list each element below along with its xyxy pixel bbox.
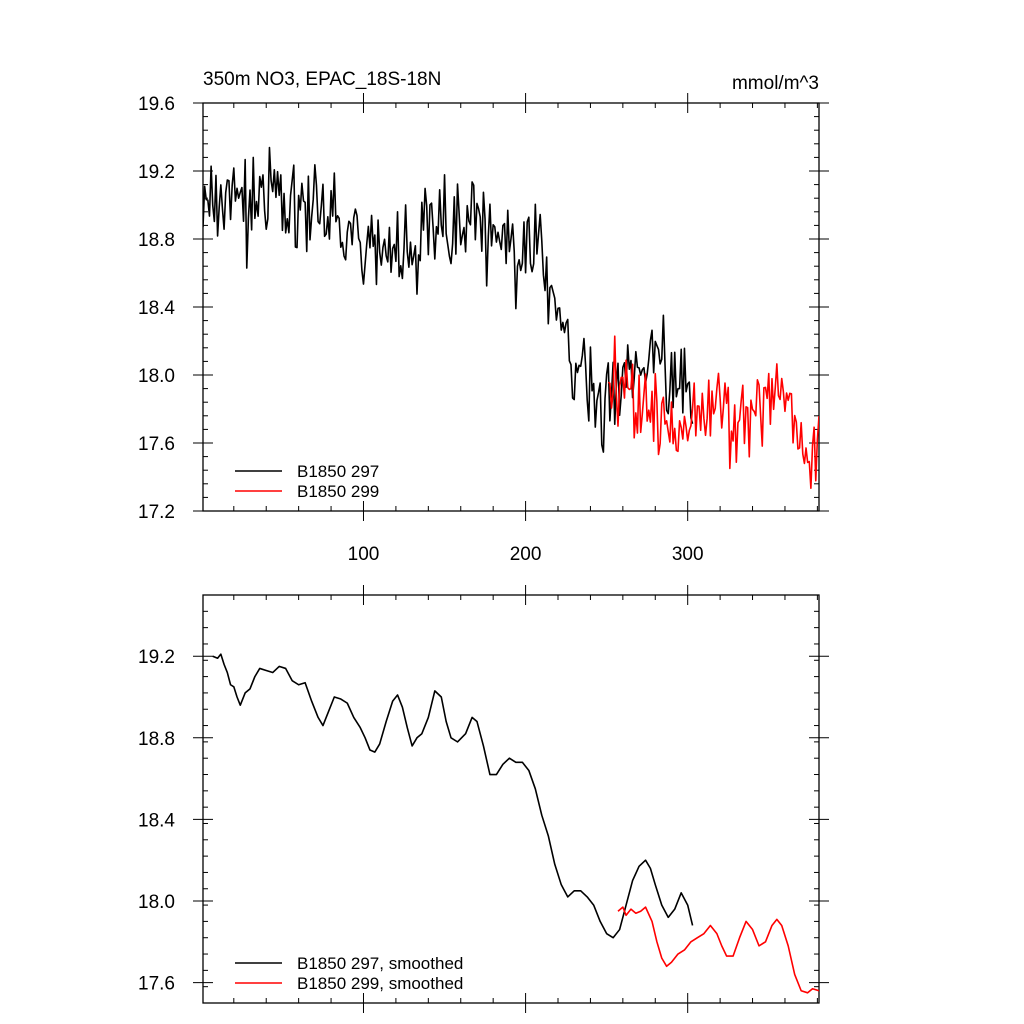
chart2-ytick-label: 18.8 [138,729,175,750]
chart2-plot-frame [202,594,820,1004]
chart1-ytick-label: 18.8 [138,230,175,251]
chart1-ytick-label: 17.2 [138,502,175,523]
chart1-ytick-label: 18.0 [138,366,175,387]
chart2-series-2-line [617,906,819,994]
chart2-legend-label-2: B1850 299, smoothed [297,974,463,993]
chart1-plot-frame [202,102,820,512]
chart2-ytick-label: 18.0 [138,892,175,913]
chart1-series-2-line [607,335,819,490]
chart1-xtick-label: 100 [348,544,380,565]
chart1-units-label: mmol/m^3 [732,73,819,94]
chart2-ytick-label: 18.4 [138,810,175,831]
chart2-series-1-line [212,653,694,939]
chart1-legend-label-2: B1850 299 [297,482,379,501]
chart1-ytick-label: 19.2 [138,162,175,183]
chart1-ytick-label: 18.4 [138,298,175,319]
chart2-ytick-label: 17.6 [138,974,175,995]
chart1-xtick-label: 200 [510,544,542,565]
chart1-legend-label-1: B1850 297 [297,462,379,481]
chart2-legend-label-1: B1850 297, smoothed [297,954,463,973]
chart1-xtick-label: 300 [672,544,704,565]
chart1-ytick-label: 17.6 [138,434,175,455]
chart1-title: 350m NO3, EPAC_18S-18N [203,69,441,90]
chart2-ytick-label: 19.2 [138,647,175,668]
chart1-ytick-label: 19.6 [138,94,175,115]
